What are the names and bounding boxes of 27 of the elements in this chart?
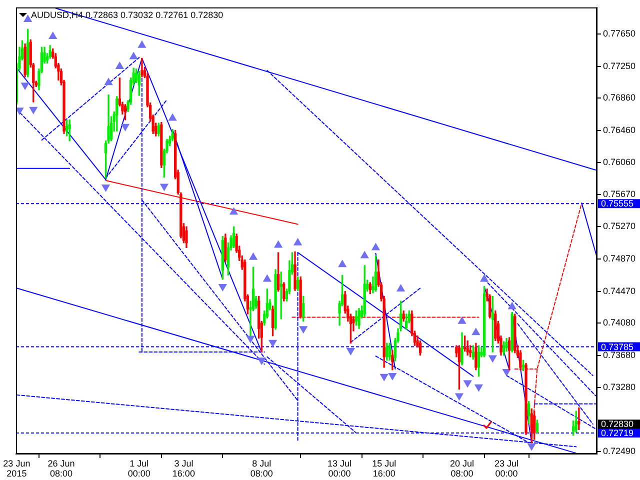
x-tick-label: 26 Jun 08:00 [48,458,75,478]
y-tick-label: 0.77650 [603,28,636,39]
y-tick-label: 0.73680 [603,350,636,360]
text: 0.72830 [601,419,634,430]
y-tick-label: 0.74870 [603,254,636,264]
y-tick-label: 0.74470 [603,286,636,296]
x-tick-label: 1 Jul 00:00 [128,458,150,478]
ref-line-label: 0.75555 [601,198,634,209]
x-tick-label: 8 Jul 08:00 [250,458,273,478]
ref-line-label: 0.73785 [601,342,634,352]
y-tick-label: 0.76460 [603,124,636,135]
x-tick-label: 23 Jun 2015 [3,458,30,478]
y-tick-label: 0.76860 [603,92,636,102]
x-tick-label: 13 Jul 00:00 [328,458,352,478]
x-tick-label: 3 Jul 16:00 [172,458,195,478]
y-tick-label: 0.72490 [603,446,636,456]
x-tick-label: 20 Jul 08:00 [450,458,474,478]
chart-title: AUDUSD,H4 0.72863 0.73032 0.72761 0.72830 [31,10,224,20]
x-tick-label: 23 Jul 00:00 [494,458,519,478]
y-tick-label: 0.75670 [603,188,636,199]
y-tick-label: 0.76060 [603,157,636,168]
ref-line-label: 0.72719 [601,428,634,438]
y-tick-label: 0.75270 [603,221,636,232]
x-tick-label: 15 Jul 16:00 [372,458,396,478]
y-tick-label: 0.77250 [603,60,636,71]
y-tick-label: 0.73280 [603,382,636,392]
y-tick-label: 0.74080 [603,317,636,328]
